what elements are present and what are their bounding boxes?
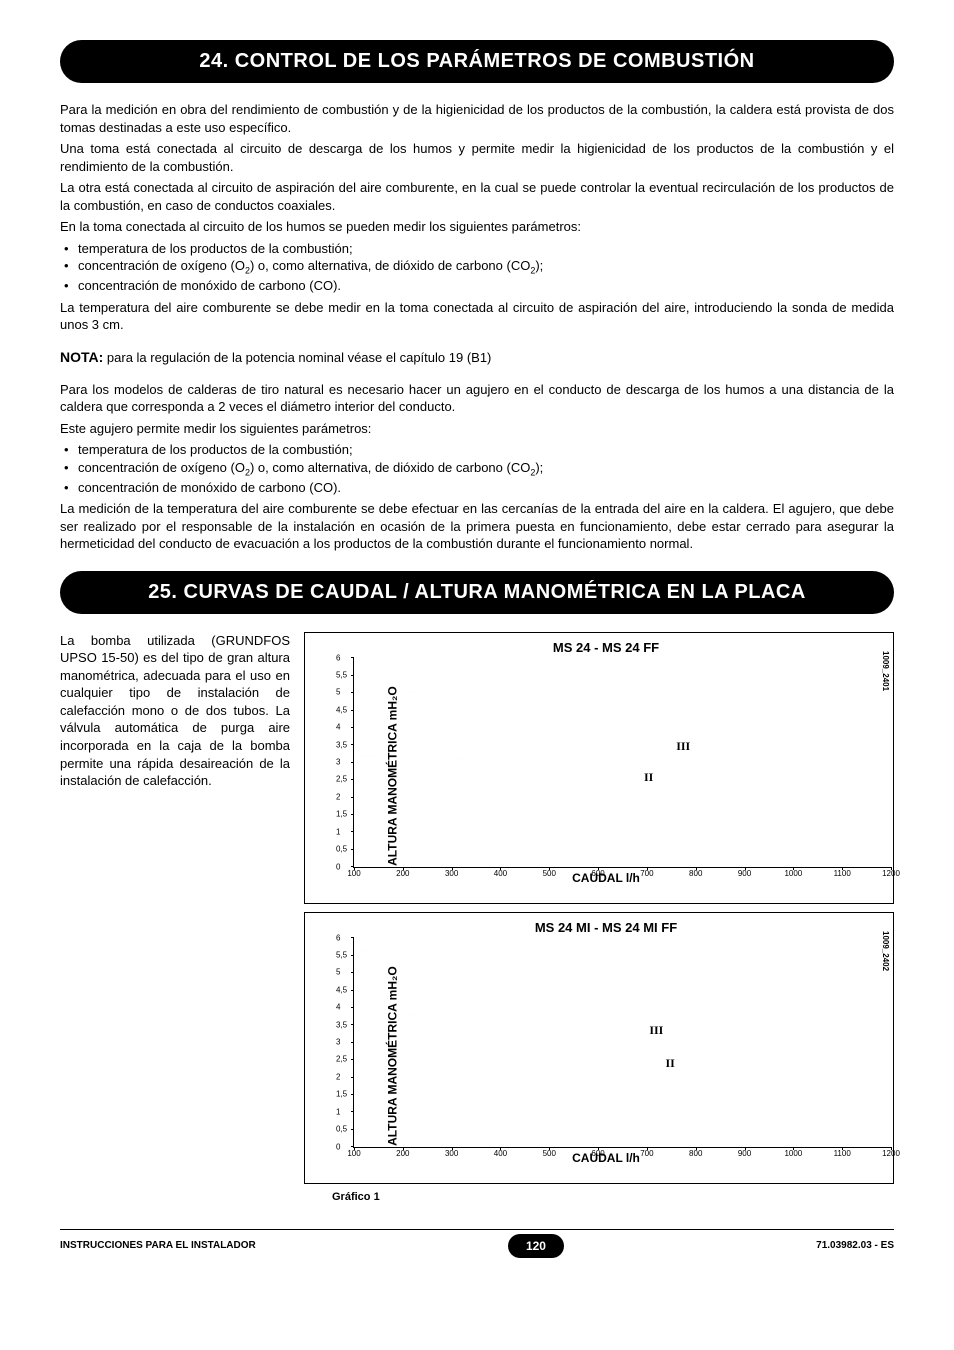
chart-1: MS 24 - MS 24 FF 1009_2401 ALTURA MANOMÉ… xyxy=(304,632,894,904)
chart-1-plot: 00,511,522,533,544,555,56100200300400500… xyxy=(353,658,891,868)
chart-2: MS 24 MI - MS 24 MI FF 1009_2402 ALTURA … xyxy=(304,912,894,1184)
page-footer: INSTRUCCIONES PARA EL INSTALADOR 120 71.… xyxy=(60,1229,894,1258)
footer-left: INSTRUCCIONES PARA EL INSTALADOR xyxy=(60,1239,256,1253)
s24-note: NOTA: para la regulación de la potencia … xyxy=(60,348,894,367)
s25-left-text: La bomba utilizada (GRUNDFOS UPSO 15-50)… xyxy=(60,632,290,1205)
list-item: concentración de monóxido de carbono (CO… xyxy=(60,277,894,295)
list-item: temperatura de los productos de la combu… xyxy=(60,240,894,258)
list-item: temperatura de los productos de la combu… xyxy=(60,441,894,459)
list-item: concentración de monóxido de carbono (CO… xyxy=(60,479,894,497)
s24-bullets-1: temperatura de los productos de la combu… xyxy=(60,240,894,295)
s24-p8: La medición de la temperatura del aire c… xyxy=(60,500,894,553)
section-24-header: 24. CONTROL DE LOS PARÁMETROS DE COMBUST… xyxy=(60,40,894,83)
page-number: 120 xyxy=(508,1234,564,1258)
s24-p4: En la toma conectada al circuito de los … xyxy=(60,218,894,236)
chart-2-title: MS 24 MI - MS 24 MI FF xyxy=(337,919,875,937)
section-25-header: 25. CURVAS DE CAUDAL / ALTURA MANOMÉTRIC… xyxy=(60,571,894,614)
s24-bullets-2: temperatura de los productos de la combu… xyxy=(60,441,894,496)
figure-caption: Gráfico 1 xyxy=(332,1190,894,1205)
s24-p2: Una toma está conectada al circuito de d… xyxy=(60,140,894,175)
note-text: para la regulación de la potencia nomina… xyxy=(103,350,491,365)
chart-1-title: MS 24 - MS 24 FF xyxy=(337,639,875,657)
s24-p1: Para la medición en obra del rendimiento… xyxy=(60,101,894,136)
s24-p7: Este agujero permite medir los siguiente… xyxy=(60,420,894,438)
s24-p3: La otra está conectada al circuito de as… xyxy=(60,179,894,214)
list-item: concentración de oxígeno (O2) o, como al… xyxy=(60,257,894,277)
footer-right: 71.03982.03 - ES xyxy=(816,1239,894,1253)
note-label: NOTA: xyxy=(60,349,103,365)
chart-2-plot: 00,511,522,533,544,555,56100200300400500… xyxy=(353,938,891,1148)
list-item: concentración de oxígeno (O2) o, como al… xyxy=(60,459,894,479)
s24-p5: La temperatura del aire comburente se de… xyxy=(60,299,894,334)
s24-p6: Para los modelos de calderas de tiro nat… xyxy=(60,381,894,416)
